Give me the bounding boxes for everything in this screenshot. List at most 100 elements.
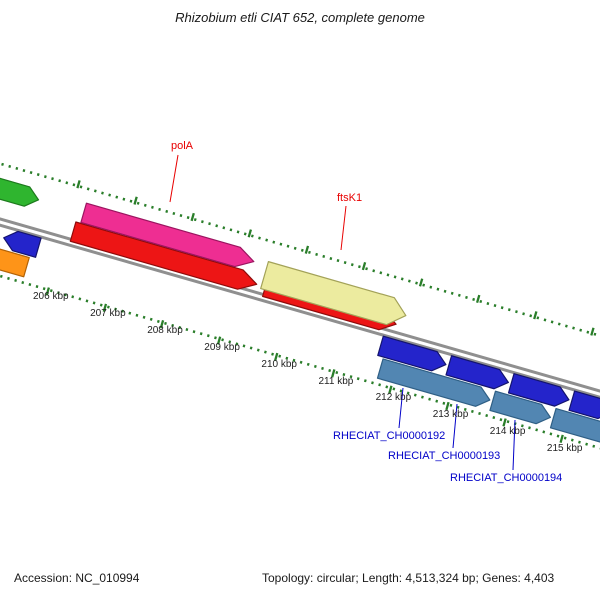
minor-tick: [1, 162, 4, 166]
scale-label: 211 kbp: [318, 375, 354, 387]
minor-tick: [529, 314, 533, 318]
minor-tick: [93, 189, 97, 193]
minor-tick: [265, 238, 269, 242]
gene-label-RHECIAT_CH0000192: RHECIAT_CH0000192: [333, 430, 446, 442]
minor-tick: [385, 385, 389, 389]
minor-tick: [271, 352, 274, 356]
minor-tick: [164, 321, 167, 326]
minor-tick: [51, 177, 54, 181]
minor-tick: [221, 338, 225, 342]
minor-tick: [379, 271, 383, 275]
minor-tick: [114, 307, 117, 311]
minor-tick: [42, 287, 46, 291]
minor-tick: [242, 344, 246, 348]
minor-tick: [179, 213, 183, 218]
page-title: Rhizobium etli CIAT 652, complete genome: [175, 10, 425, 25]
scale-label: 207 kbp: [90, 307, 126, 319]
major-tick: [133, 196, 138, 205]
scale-label: 210 kbp: [261, 358, 297, 370]
scale-label: 215 kbp: [546, 443, 583, 455]
minor-tick: [557, 322, 561, 326]
gene-red-a: [69, 221, 258, 290]
minor-tick: [585, 442, 589, 446]
genome-track-svg: [0, 162, 600, 450]
minor-tick: [536, 316, 540, 320]
minor-tick: [393, 275, 397, 279]
minor-tick: [64, 293, 67, 297]
minor-tick: [436, 287, 440, 291]
minor-tick: [578, 440, 581, 444]
gene-label-RHECIAT_CH0000193: RHECIAT_CH0000193: [388, 450, 501, 462]
minor-tick: [0, 274, 3, 278]
minor-tick: [593, 332, 597, 336]
minor-tick: [549, 432, 553, 436]
gene-blue-4: [568, 390, 600, 420]
minor-tick: [29, 171, 33, 175]
minor-tick: [493, 304, 497, 308]
accession-text: Accession: NC_010994: [14, 571, 140, 585]
minor-tick: [485, 413, 489, 418]
minor-tick: [499, 418, 503, 422]
minor-tick: [306, 362, 310, 366]
minor-tick: [478, 411, 481, 416]
minor-tick: [342, 373, 346, 377]
minor-tick: [535, 428, 539, 432]
major-tick: [190, 212, 195, 222]
minor-tick: [158, 207, 161, 211]
minor-tick: [556, 434, 560, 438]
minor-tick: [228, 340, 232, 344]
major-tick: [216, 336, 222, 345]
minor-tick: [178, 325, 182, 330]
minor-tick: [236, 230, 240, 234]
major-tick: [502, 418, 507, 427]
gene-label-RHECIAT_CH0000194: RHECIAT_CH0000194: [450, 472, 563, 484]
minor-tick: [57, 291, 60, 295]
major-tick: [533, 311, 538, 320]
minor-tick: [200, 220, 204, 224]
minor-tick: [492, 416, 496, 420]
major-tick: [247, 229, 253, 238]
minor-tick: [371, 381, 374, 385]
gene-polA: [80, 202, 255, 268]
minor-tick: [407, 279, 411, 283]
scale-label: 212 kbp: [375, 392, 412, 404]
minor-tick: [72, 183, 76, 187]
minor-tick: [336, 259, 340, 263]
minor-tick: [506, 420, 510, 424]
minor-tick: [279, 242, 283, 246]
minor-tick: [470, 409, 474, 414]
major-tick: [102, 303, 108, 312]
minor-tick: [7, 276, 10, 280]
minor-tick: [43, 175, 47, 179]
minor-tick: [413, 393, 417, 397]
minor-tick: [142, 315, 146, 319]
minor-tick: [129, 199, 133, 203]
minor-tick: [286, 244, 290, 248]
minor-tick: [449, 403, 453, 407]
minor-tick: [486, 301, 490, 306]
minor-tick: [128, 311, 132, 315]
minor-tick: [14, 278, 18, 283]
minor-tick: [350, 263, 354, 267]
major-tick: [331, 369, 336, 378]
minor-tick: [293, 246, 297, 250]
gene-steel-3: [549, 407, 600, 444]
minor-tick: [278, 354, 282, 358]
scale-label: 214 kbp: [489, 426, 526, 438]
minor-tick: [321, 366, 324, 371]
minor-tick: [258, 236, 261, 240]
gene-label-ftsK1: ftsK1: [337, 192, 363, 204]
minor-tick: [329, 256, 333, 261]
minor-tick: [250, 234, 254, 238]
minor-tick: [185, 328, 189, 332]
minor-tick: [101, 191, 104, 195]
minor-tick: [442, 401, 446, 405]
gene-orange-left: [0, 247, 30, 278]
minor-tick: [465, 295, 468, 299]
minor-tick: [65, 181, 69, 185]
minor-tick: [457, 293, 461, 297]
minor-tick: [292, 358, 296, 362]
minor-tick: [206, 334, 210, 338]
major-tick: [445, 401, 450, 411]
